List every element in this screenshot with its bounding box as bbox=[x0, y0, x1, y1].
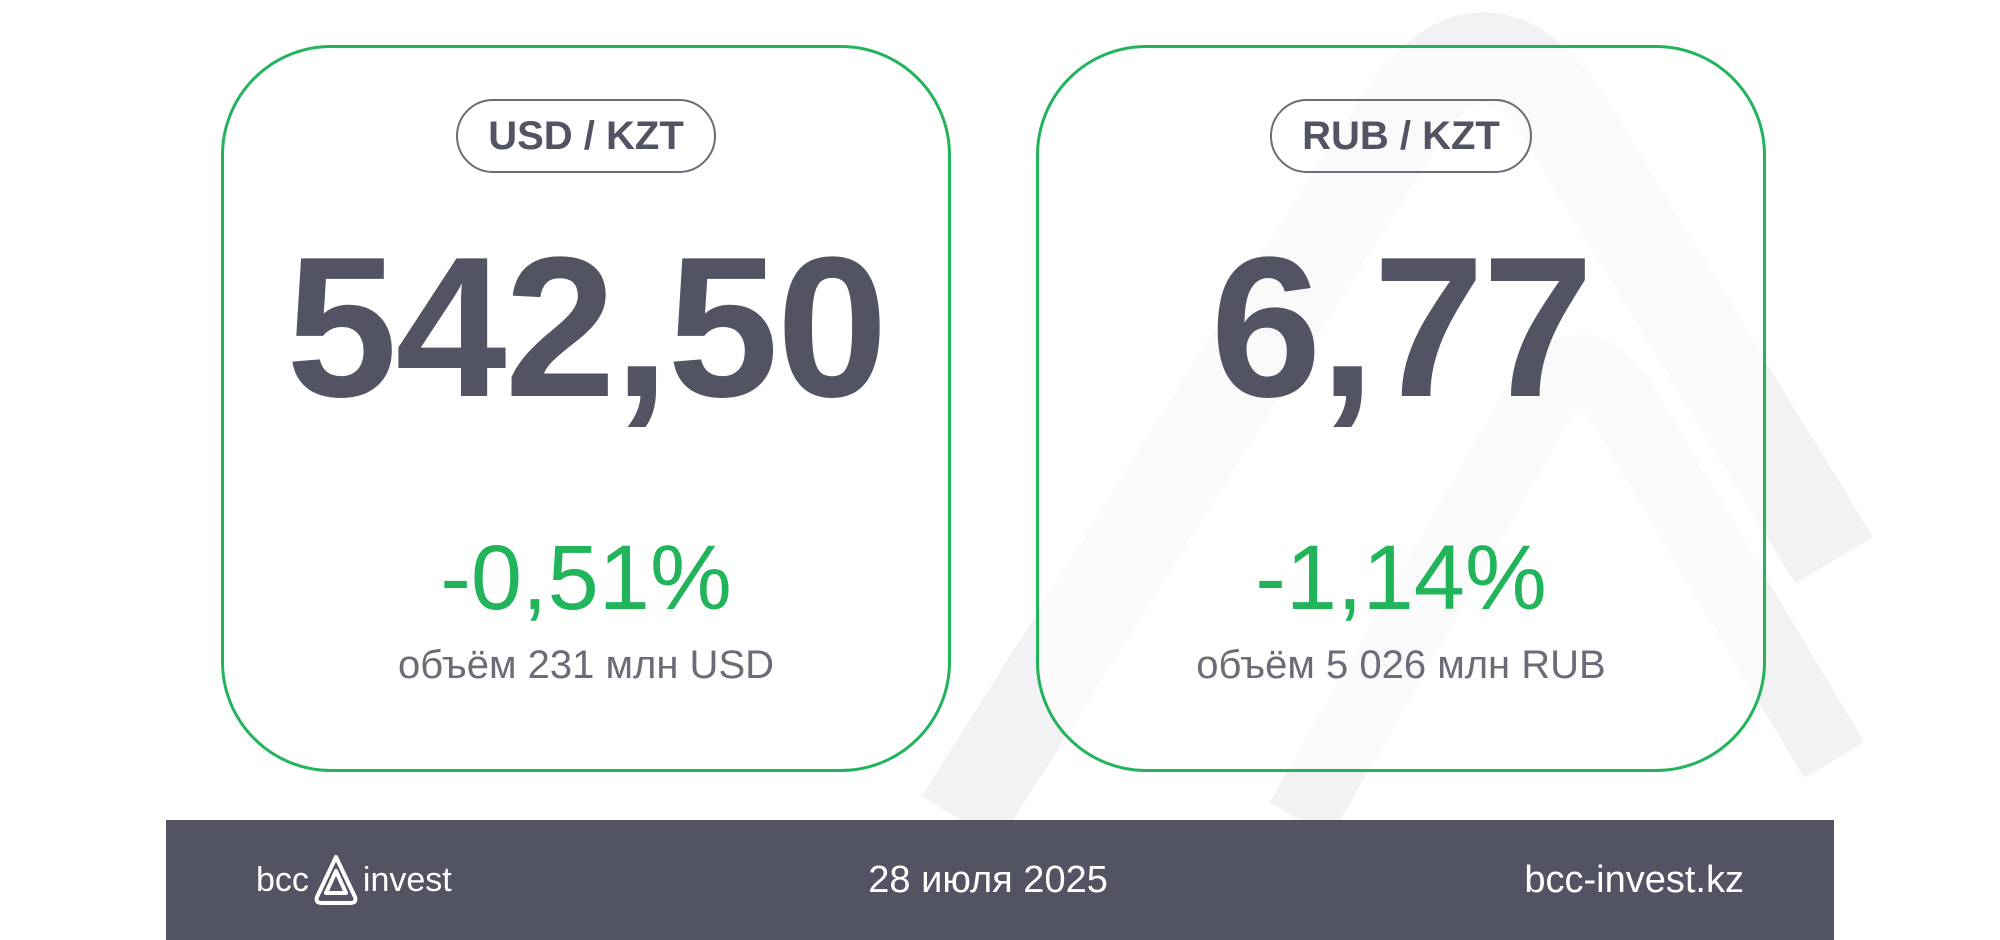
rub-kzt-card: RUB / KZT 6,77 -1,14% объём 5 026 млн RU… bbox=[1036, 45, 1766, 772]
rate-change: -0,51% bbox=[440, 527, 732, 629]
currency-pair-badge: RUB / KZT bbox=[1270, 99, 1532, 173]
logo-text-bcc: bcc bbox=[256, 860, 309, 899]
website-link[interactable]: bcc-invest.kz bbox=[1524, 858, 1744, 901]
logo-text-invest: invest bbox=[362, 860, 452, 899]
exchange-rate: 542,50 bbox=[286, 216, 888, 439]
footer-bar: bcc invest 28 июля 2025 bcc-invest.kz bbox=[166, 820, 1834, 940]
triangle-logo-icon bbox=[314, 855, 358, 905]
report-date: 28 июля 2025 bbox=[868, 858, 1108, 901]
trade-volume: объём 231 млн USD bbox=[397, 643, 775, 687]
usd-kzt-card: USD / KZT 542,50 -0,51% объём 231 млн US… bbox=[221, 45, 951, 772]
exchange-rate: 6,77 bbox=[1210, 216, 1593, 439]
currency-pair-badge: USD / KZT bbox=[456, 99, 716, 173]
rate-change: -1,14% bbox=[1255, 527, 1547, 629]
bcc-invest-logo: bcc invest bbox=[256, 853, 452, 907]
trade-volume: объём 5 026 млн RUB bbox=[1196, 643, 1606, 687]
